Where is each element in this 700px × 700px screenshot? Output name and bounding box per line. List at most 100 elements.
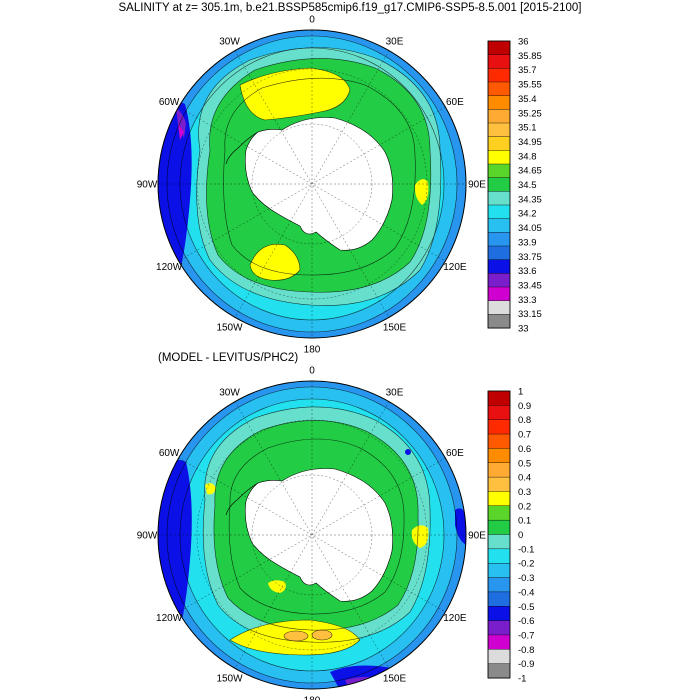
- colorbar-label: 33.75: [518, 252, 542, 263]
- colorbar-swatch: [487, 150, 511, 165]
- colorbar-swatch: [487, 390, 511, 406]
- colorbar-swatch: [487, 300, 511, 315]
- colorbar-swatch: [487, 122, 511, 138]
- colorbar-swatch: [487, 433, 511, 449]
- graticule: [158, 381, 466, 689]
- longitude-labels: 0 30E 60E 90E 120E 150E 180 150W 120W 90W 60W 30W: [137, 366, 487, 700]
- colorbar-label: 33.15: [518, 309, 542, 320]
- colorbar-label: 33.9: [518, 237, 537, 248]
- longitude-label: 120W: [156, 613, 183, 624]
- colorbar-label: 0.8: [518, 415, 531, 426]
- colorbar-swatch: [487, 163, 511, 179]
- longitude-label: 90W: [137, 531, 158, 542]
- top-colorbar: 36 35.85 35.7 35.55 35.4 35.25 35.1 34.95 34.8 34…: [487, 37, 542, 335]
- colorbar-swatch: [487, 40, 511, 56]
- colorbar-label: -0.4: [518, 587, 534, 598]
- colorbar-swatch: [487, 563, 511, 579]
- colorbar-label: 33: [518, 324, 529, 335]
- longitude-label: 30W: [219, 388, 240, 399]
- colorbar-swatch: [487, 259, 511, 274]
- colorbar-swatch: [487, 534, 511, 550]
- colorbar-swatch: [487, 462, 511, 478]
- longitude-label: 180: [304, 345, 321, 356]
- positive-anomaly-patch: [205, 483, 216, 495]
- colorbar-swatch: [487, 649, 511, 665]
- high-salinity-patch: [250, 244, 300, 281]
- longitude-label: 120E: [443, 613, 467, 624]
- colorbar-label: 0.6: [518, 444, 531, 455]
- colorbar-swatch: [487, 448, 511, 464]
- colorbar-label: 0.7: [518, 430, 531, 441]
- longitude-label: 90E: [468, 180, 486, 191]
- colorbar-swatch: [487, 405, 511, 421]
- colorbar-label: -0.2: [518, 559, 534, 570]
- negative-anomaly-region: [455, 508, 466, 545]
- high-salinity-patch: [414, 179, 429, 205]
- colorbar-label: -0.5: [518, 602, 534, 613]
- colorbar-label: -0.1: [518, 544, 534, 555]
- colorbar-swatch: [487, 505, 511, 521]
- colorbar-label: 34.8: [518, 151, 537, 162]
- colorbar-swatch: [487, 109, 511, 124]
- colorbar-label: 35.55: [518, 80, 542, 91]
- colorbar-label: 0.4: [518, 473, 531, 484]
- colorbar-swatch: [487, 54, 511, 69]
- colorbar-label: -0.9: [518, 659, 534, 670]
- map-border: [157, 29, 467, 339]
- colorbar-swatch: [487, 232, 511, 247]
- colorbar-label: -0.6: [518, 616, 534, 627]
- colorbar-label: 35.7: [518, 65, 537, 76]
- colorbar-swatch: [487, 286, 511, 302]
- difference-map: 0 30E 60E 90E 120E 150E 180 150W 120W 90W 60W 30W: [137, 366, 487, 700]
- colorbar-label: 34.95: [518, 137, 542, 148]
- colorbar-swatch: [487, 204, 511, 220]
- longitude-label: 30E: [386, 388, 404, 399]
- longitude-label: 90E: [468, 531, 486, 542]
- map-subtitle: (MODEL - LEVITUS/PHC2): [158, 352, 299, 364]
- colorbar-swatch: [487, 491, 511, 507]
- colorbar-label: 34.05: [518, 223, 542, 234]
- low-salinity-region: [176, 108, 186, 138]
- colorbar-label: 0.5: [518, 458, 531, 469]
- colorbar-swatch: [487, 245, 511, 261]
- colorbar-label: -0.7: [518, 631, 534, 642]
- longitude-label: 180: [304, 696, 321, 700]
- colorbar-label: 0.1: [518, 516, 531, 527]
- colorbar-label: -0.3: [518, 573, 534, 584]
- colorbar-swatch: [487, 95, 511, 110]
- salinity-map: 0 30E 60E 90E 120E 150E 180 150W 120W 90W 60W 30W: [137, 15, 487, 356]
- colorbar-frame: [487, 40, 511, 329]
- longitude-label: 90W: [137, 180, 158, 191]
- positive-anomaly-patch: [411, 525, 429, 548]
- colorbar-swatch: [487, 314, 511, 329]
- colorbar-swatch: [487, 68, 511, 83]
- colorbar-label: -0.8: [518, 645, 534, 656]
- colorbar-label: 36: [518, 37, 529, 48]
- map-title: SALINITY at z= 305.1m, b.e21.BSSP585cmip…: [118, 2, 582, 14]
- colorbar-label: 33.45: [518, 280, 542, 291]
- colorbar-swatch: [487, 177, 511, 192]
- antarctic-peninsula: [225, 131, 259, 165]
- colorbar-label: 0.3: [518, 487, 531, 498]
- colorbar-label: 0.2: [518, 501, 531, 512]
- colorbar-label: 35.1: [518, 123, 537, 134]
- colorbar-label: 34.5: [518, 180, 537, 191]
- positive-anomaly-patch: [284, 631, 308, 641]
- longitude-label: 150E: [383, 322, 407, 333]
- colorbar-label: 35.85: [518, 51, 542, 62]
- colorbar-label: 0: [518, 530, 523, 541]
- graticule: [158, 30, 466, 338]
- longitude-label: 60E: [446, 448, 464, 459]
- longitude-label: 150E: [383, 673, 407, 684]
- colorbar-swatch: [487, 634, 511, 650]
- antarctic-peninsula: [225, 482, 259, 516]
- longitude-label: 150W: [216, 322, 243, 333]
- colorbar-swatch: [487, 620, 511, 636]
- colorbar-swatch: [487, 519, 511, 536]
- map-border: [157, 380, 467, 690]
- colorbar-label: 0.9: [518, 401, 531, 412]
- colorbar-label: 35.25: [518, 108, 542, 119]
- longitude-label: 30W: [219, 37, 240, 48]
- colorbar-swatch: [487, 191, 511, 206]
- longitude-label: 150W: [216, 673, 243, 684]
